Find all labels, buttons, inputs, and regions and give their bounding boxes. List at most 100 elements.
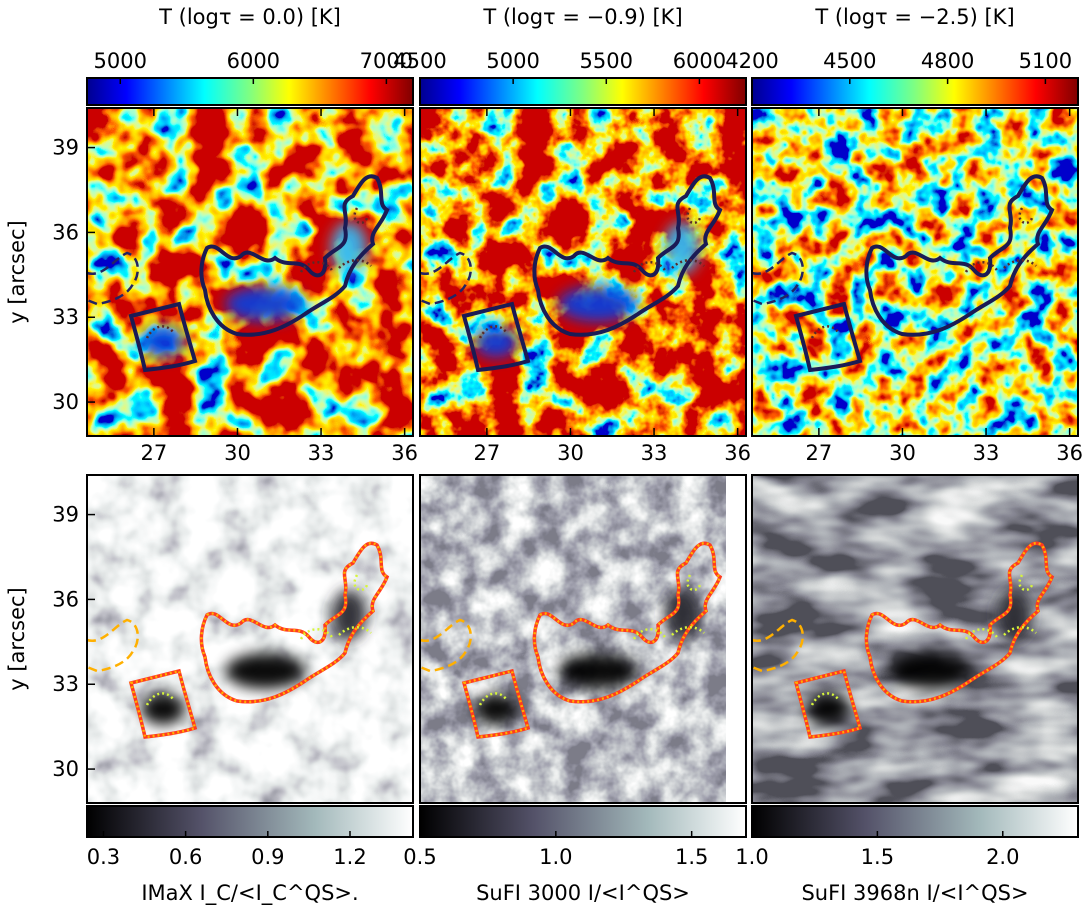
colorbar-tick-label: 5000 [94, 49, 147, 73]
contour-dotted [964, 261, 1000, 273]
map-image [87, 475, 413, 803]
panel-frame [419, 107, 747, 437]
contour-dotted [964, 628, 1000, 640]
umbra-blob [225, 286, 305, 322]
colorbar-tick-label: 5000 [486, 49, 539, 73]
x-tick-label: 30 [889, 441, 916, 465]
colorbar-tick-label: 4500 [393, 49, 446, 73]
colorbar-tick-label: 1.2 [333, 845, 366, 869]
umbra-blob [890, 653, 970, 689]
colorbar-label: T (logτ = −2.5) [K] [814, 5, 1014, 29]
colorbar-tick-label: 2.0 [986, 845, 1019, 869]
colorbar-tick-label: 5100 [1019, 49, 1072, 73]
colorbar-tick-label: 4500 [823, 49, 876, 73]
contour-dotted [353, 207, 369, 225]
panel-frame [419, 474, 747, 804]
colorbar-tick-label: 4800 [921, 49, 974, 73]
x-tick-label: 30 [557, 441, 584, 465]
colorbar-tick-label: 0.9 [251, 845, 284, 869]
contour-dotted [129, 669, 197, 739]
umbra-blob [806, 693, 850, 725]
colorbar-label: T (logτ = 0.0) [K] [158, 5, 341, 29]
panel [86, 474, 414, 804]
colorbar [751, 805, 1079, 838]
contour-dotted [299, 628, 335, 640]
x-tick-label: 27 [474, 441, 501, 465]
x-tick-label: 36 [724, 441, 751, 465]
contour-dotted [533, 542, 722, 704]
contour-dotted [686, 574, 702, 592]
umbra-blob [141, 693, 185, 725]
contour [128, 301, 198, 373]
colorbar [419, 77, 747, 106]
map-image [87, 108, 413, 436]
colorbar-tick-label: 1.5 [675, 845, 708, 869]
colorbar [751, 77, 1079, 106]
colorbar-tick-label: 1.0 [735, 845, 768, 869]
contour-dotted [200, 542, 389, 704]
contour-dotted [353, 574, 369, 592]
colorbar-tick-label: 0.5 [403, 845, 436, 869]
panel [751, 474, 1079, 804]
panel [419, 107, 747, 437]
map-image [752, 108, 1078, 436]
x-tick-label: 36 [1056, 441, 1083, 465]
x-tick-label: 27 [141, 441, 168, 465]
umbra [141, 222, 367, 358]
contour-dotted [632, 628, 668, 640]
contour-dotted [794, 669, 862, 739]
contour [864, 174, 1055, 337]
colorbar-label: IMaX I_C/<I_C^QS>. [141, 881, 358, 906]
panel [419, 474, 747, 804]
colorbar-label: T (logτ = −0.9) [K] [482, 5, 682, 29]
map-blank-strip [726, 475, 746, 803]
x-tick-label: 36 [391, 441, 418, 465]
colorbar-tick-label: 7000 [360, 49, 413, 73]
colorbar-tick-label: 0.3 [87, 845, 120, 869]
y-tick-label: 39 [52, 503, 79, 527]
map-image [420, 475, 746, 803]
map-image [420, 108, 746, 436]
contour-dotted [865, 542, 1054, 704]
x-tick-label: 33 [973, 441, 1000, 465]
contour [461, 301, 531, 373]
y-tick-label: 33 [52, 672, 79, 696]
panel-frame [751, 107, 1079, 437]
contour-dotted [632, 261, 668, 273]
contour-dotted [462, 669, 530, 739]
colorbar-label: SuFI 3968n I/<I^QS> [801, 881, 1028, 905]
contour [793, 301, 863, 373]
x-tick-label: 33 [641, 441, 668, 465]
umbra-blob [225, 653, 305, 689]
colorbar-tick-label: 6000 [227, 49, 280, 73]
map-image [752, 475, 1078, 803]
contour-dotted [686, 207, 702, 225]
colorbar-tick-label: 6000 [673, 49, 726, 73]
contour [532, 174, 723, 337]
colorbar-tick-label: 5500 [580, 49, 633, 73]
y-axis-label: y [arcsec] [5, 587, 29, 690]
x-tick-label: 30 [224, 441, 251, 465]
y-tick-label: 36 [52, 587, 79, 611]
y-tick-label: 36 [52, 220, 79, 244]
colorbar-label: SuFI 3000 I/<I^QS> [476, 881, 690, 905]
contour-dotted [1018, 574, 1034, 592]
y-tick-label: 39 [52, 136, 79, 160]
x-tick-label: 33 [308, 441, 335, 465]
colorbar [86, 805, 414, 838]
contour-dotted [1018, 207, 1034, 225]
panel-frame [86, 107, 414, 437]
x-tick-label: 27 [806, 441, 833, 465]
panel [86, 107, 414, 437]
colorbar-tick-label: 1.5 [861, 845, 894, 869]
umbra-blob [141, 326, 185, 358]
panel-frame [751, 474, 1079, 804]
panel [751, 107, 1079, 437]
colorbar-tick-label: 0.6 [169, 845, 202, 869]
y-tick-label: 33 [52, 305, 79, 329]
umbra-blob [474, 693, 518, 725]
contour [199, 174, 390, 337]
umbra-blob [474, 326, 518, 358]
contour-dotted [299, 261, 335, 273]
